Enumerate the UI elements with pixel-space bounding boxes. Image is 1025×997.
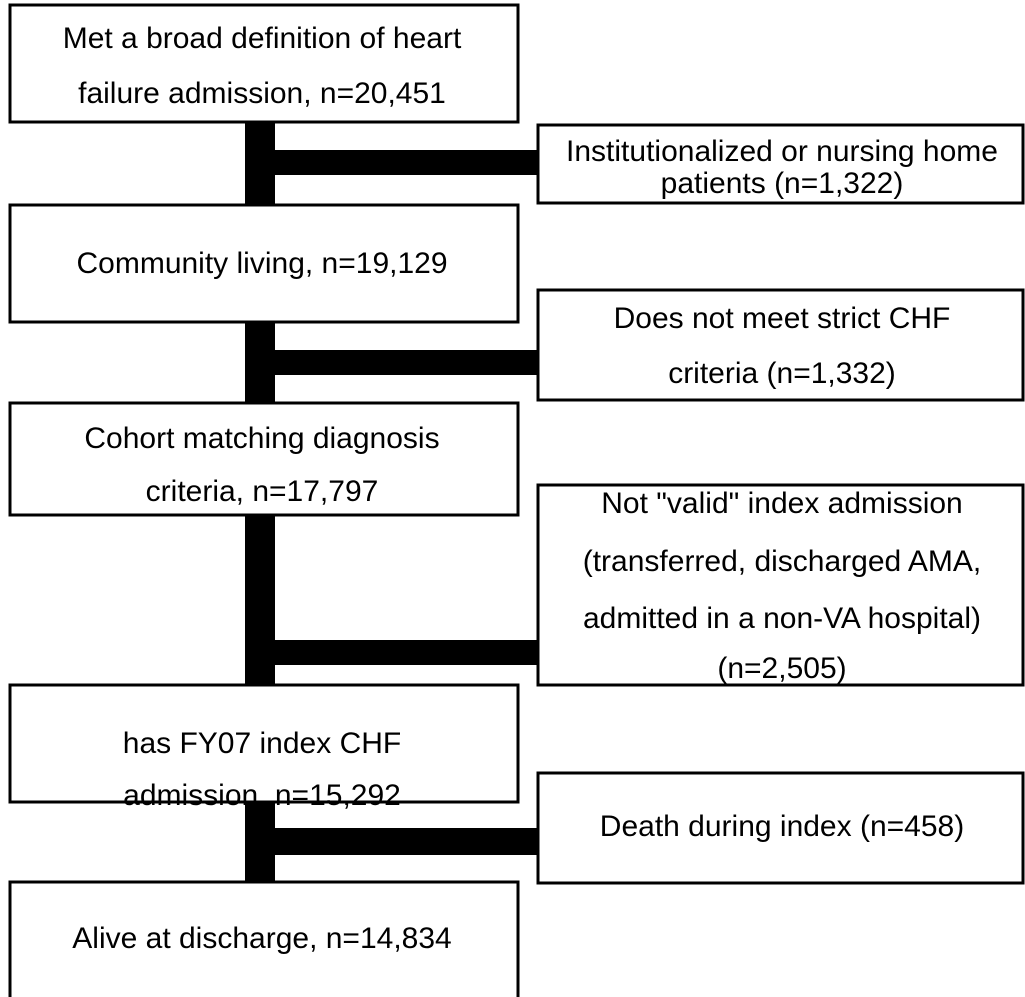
box-text: criteria (n=1,332) <box>668 357 896 390</box>
box-text: Cohort matching diagnosis <box>84 422 439 455</box>
branch-connector <box>275 150 540 175</box>
box-text: Alive at discharge, n=14,834 <box>72 922 451 955</box>
box-text: failure admission, n=20,451 <box>78 77 446 110</box>
exclusion-box <box>536 288 1025 402</box>
box <box>8 3 520 124</box>
exclusion-box <box>536 123 1025 205</box>
branch-connector <box>275 828 540 855</box>
exclusion-box <box>536 771 1025 885</box>
box-text: criteria, n=17,797 <box>146 475 379 508</box>
box <box>8 880 520 997</box>
box-text: Not "valid" index admission <box>601 487 962 520</box>
box <box>8 203 520 324</box>
box-text: Death during index (n=458) <box>600 810 964 843</box>
branch-connector <box>275 350 540 375</box>
box-text: admitted in a non-VA hospital) <box>583 602 981 635</box>
box <box>8 683 520 804</box>
box-text: has FY07 index CHF <box>123 727 401 760</box>
box-text: Met a broad definition of heart <box>63 22 462 55</box>
box <box>8 401 520 517</box>
exclusion-box <box>536 483 1025 687</box>
branch-connector <box>275 640 540 665</box>
box-text: admission, n=15,292 <box>123 779 401 812</box>
box-text: (transferred, discharged AMA, <box>583 545 982 578</box>
box-text: patients (n=1,322) <box>661 167 904 200</box>
box-text: Community living, n=19,129 <box>76 247 447 280</box>
box-text: (n=2,505) <box>717 652 846 685</box>
box-text: Institutionalized or nursing home <box>566 135 998 168</box>
box-text: Does not meet strict CHF <box>614 302 951 335</box>
